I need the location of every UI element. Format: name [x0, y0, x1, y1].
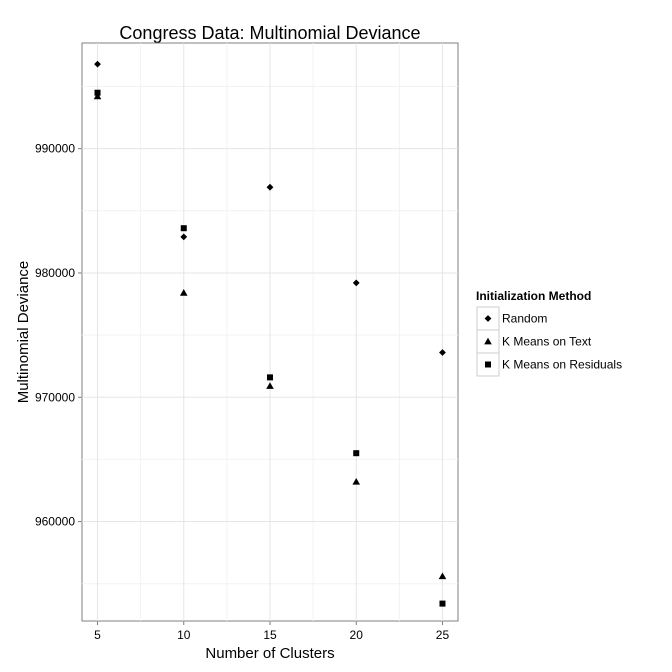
- y-axis-title: Multinomial Deviance: [15, 261, 32, 404]
- legend-label-random: Random: [502, 312, 547, 326]
- data-point-k-means-on-residuals: [180, 225, 187, 232]
- x-tick-label: 5: [94, 628, 101, 642]
- x-axis-title: Number of Clusters: [205, 645, 334, 662]
- major-gridlines: [82, 43, 458, 621]
- legend-title: Initialization Method: [476, 289, 591, 303]
- data-point-k-means-on-text: [438, 572, 447, 580]
- data-point-random: [180, 233, 188, 241]
- legend-key-random: [484, 315, 492, 322]
- data-point-k-means-on-text: [352, 477, 361, 485]
- data-point-k-means-on-text: [93, 92, 102, 100]
- legend-key-k-means-on-text: [484, 337, 492, 345]
- data-point-k-means-on-residuals: [353, 450, 360, 457]
- data-point-random: [352, 279, 360, 287]
- y-tick-label: 990000: [35, 142, 75, 156]
- data-point-k-means-on-residuals: [94, 89, 101, 96]
- y-tick-label: 980000: [35, 266, 75, 280]
- legend-key-k-means-on-residuals: [485, 361, 491, 368]
- y-axis-ticks: 960000 970000 980000 990000: [35, 142, 82, 529]
- y-tick-label: 970000: [35, 390, 75, 404]
- data-point-k-means-on-text: [179, 289, 188, 296]
- data-points: [93, 60, 447, 607]
- x-axis-ticks: 5 10 15 20 25: [94, 621, 449, 642]
- data-point-random: [439, 349, 446, 356]
- data-point-k-means-on-residuals: [439, 600, 446, 607]
- x-tick-label: 10: [177, 628, 191, 642]
- legend-label-k-means-on-text: K Means on Text: [502, 335, 592, 349]
- data-point-k-means-on-text: [266, 382, 274, 389]
- data-point-random: [94, 60, 101, 68]
- data-point-k-means-on-residuals: [267, 374, 273, 381]
- legend-label-k-means-on-residuals: K Means on Residuals: [502, 358, 622, 372]
- data-point-random: [266, 183, 274, 191]
- x-tick-label: 15: [263, 628, 277, 642]
- x-tick-label: 25: [436, 628, 450, 642]
- chart-title: Congress Data: Multinomial Deviance: [119, 23, 420, 43]
- legend: Initialization Method Random K Means on T…: [476, 289, 622, 377]
- x-tick-label: 20: [350, 628, 364, 642]
- y-tick-label: 960000: [35, 515, 75, 529]
